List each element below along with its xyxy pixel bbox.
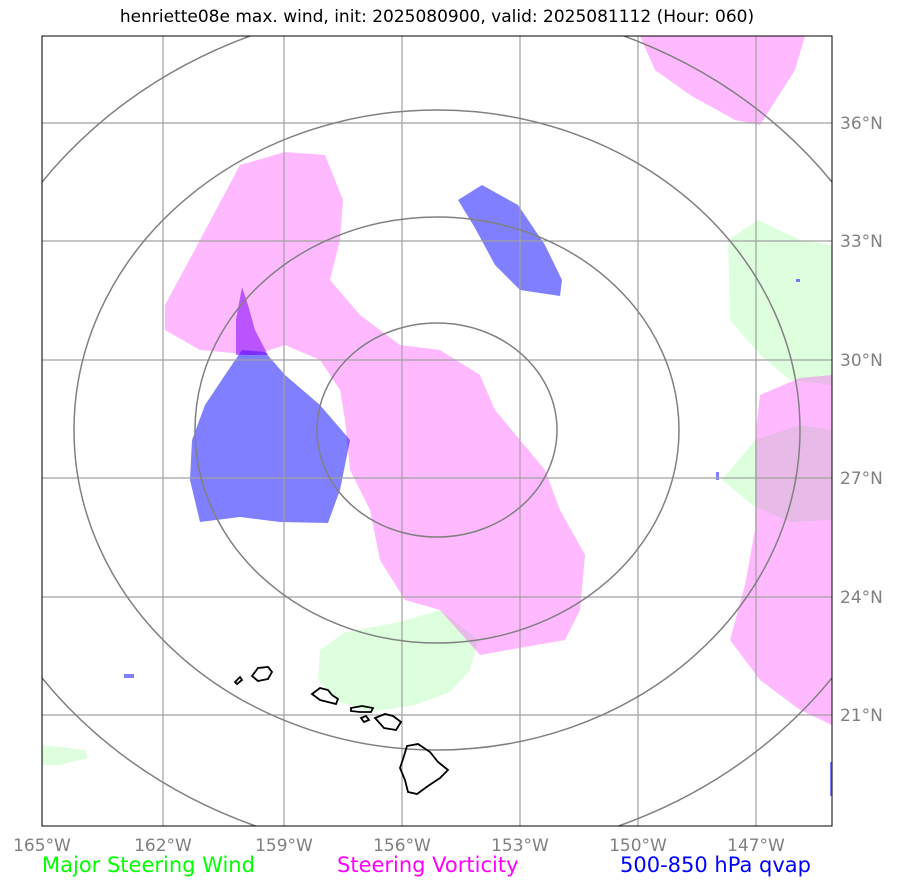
latitude-labels: 36°N 33°N 30°N 27°N 24°N 21°N [840, 114, 883, 726]
wind-region-west [42, 745, 88, 765]
range-ring-2 [194, 216, 680, 644]
lon-tick-label: 153°W [491, 836, 549, 856]
island-big-island [399, 743, 450, 795]
range-rings [42, 36, 832, 826]
legend-qvap: 500-850 hPa qvap [620, 853, 811, 877]
island-oahu [310, 687, 340, 706]
lat-tick-label: 21°N [840, 706, 883, 726]
plot-frame [41, 35, 833, 827]
lat-tick-label: 36°N [840, 114, 883, 134]
lon-tick-label: 156°W [373, 836, 431, 856]
island-niihau [233, 675, 244, 686]
lon-tick-label: 162°W [134, 836, 192, 856]
lat-tick-label: 27°N [840, 469, 883, 489]
wind-region-east [728, 220, 832, 385]
graticule [42, 36, 832, 826]
legend-major-steering-wind: Major Steering Wind [42, 853, 255, 877]
qvap-spot-2 [716, 472, 719, 480]
wind-region-east-lower [722, 425, 832, 522]
legend-steering-vorticity: Steering Vorticity [337, 853, 519, 877]
lon-tick-label: 150°W [609, 836, 667, 856]
hawaii-coastline [233, 666, 450, 795]
island-lanai [359, 714, 371, 724]
steering-wind-shading [42, 220, 832, 765]
range-ring-3 [73, 109, 801, 751]
lat-tick-label: 33°N [840, 232, 883, 252]
island-molokai [350, 705, 375, 713]
wind-region-hawaii [318, 610, 478, 712]
range-ring-1 [316, 322, 558, 538]
island-maui [373, 713, 403, 731]
lon-tick-label: 159°W [255, 836, 313, 856]
lat-tick-label: 24°N [840, 588, 883, 608]
lon-tick-label: 147°W [727, 836, 785, 856]
lon-tick-label: 165°W [13, 836, 71, 856]
vorticity-region-northeast [640, 36, 805, 125]
vorticity-region-east [730, 375, 832, 725]
qvap-spot-1 [124, 674, 134, 678]
qvap-region-west [190, 350, 350, 523]
map-title: henriette08e max. wind, init: 2025080900… [119, 7, 755, 27]
qvap-spot-3 [796, 279, 800, 282]
qvap-region-violet [236, 287, 268, 355]
longitude-labels: 165°W 162°W 159°W 156°W 153°W 150°W 147°… [13, 836, 785, 856]
island-kauai [250, 666, 274, 682]
lat-tick-label: 30°N [840, 351, 883, 371]
